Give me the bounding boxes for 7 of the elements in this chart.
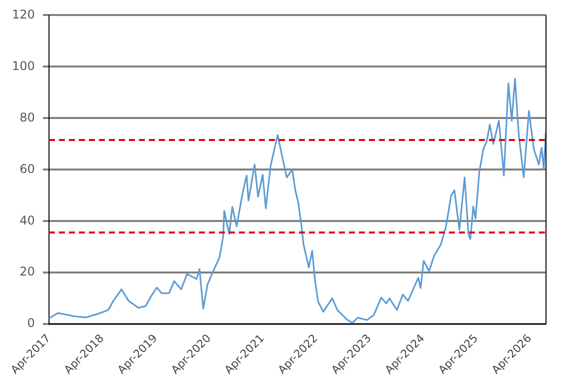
y-tick-label: 60 (20, 162, 35, 176)
y-tick-label: 20 (20, 264, 35, 279)
y-tick-label: 100 (12, 58, 35, 73)
y-tick-label: 120 (12, 7, 35, 22)
y-tick-label: 40 (20, 213, 35, 228)
y-tick-label: 0 (27, 316, 35, 330)
y-tick-label: 80 (20, 110, 35, 124)
